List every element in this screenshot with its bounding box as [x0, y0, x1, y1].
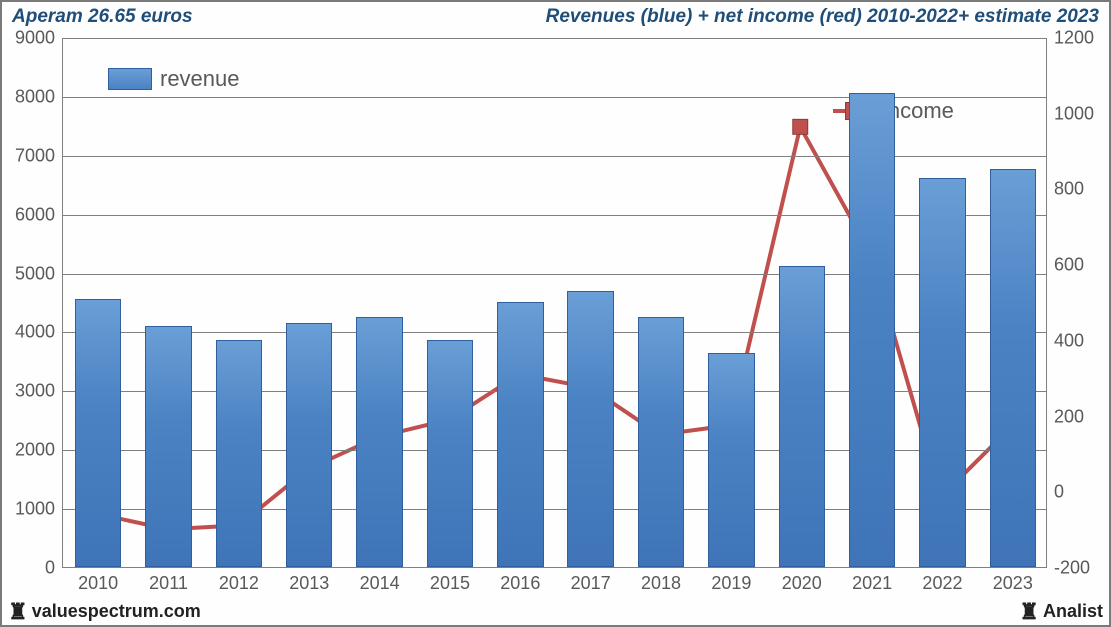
ytick-left: 4000 [15, 322, 55, 343]
revenue-bar [708, 353, 754, 567]
xtick: 2020 [782, 573, 822, 594]
gridline [63, 509, 1046, 510]
rook-icon: ♜ [8, 601, 28, 623]
rook-icon: ♜ [1019, 601, 1039, 623]
ytick-right: 800 [1054, 179, 1084, 200]
footer-left-text: valuespectrum.com [32, 601, 201, 621]
ytick-left: 0 [45, 558, 55, 579]
ytick-left: 1000 [15, 499, 55, 520]
gridline [63, 215, 1046, 216]
footer-right: ♜Analist [1019, 601, 1103, 623]
xtick: 2018 [641, 573, 681, 594]
ytick-right: 200 [1054, 406, 1084, 427]
chart-area: revenue income 0100020003000400050006000… [62, 38, 1047, 568]
plot-area: revenue income 0100020003000400050006000… [62, 38, 1047, 568]
xtick: 2017 [571, 573, 611, 594]
xtick: 2013 [289, 573, 329, 594]
xtick: 2022 [922, 573, 962, 594]
revenue-bar [567, 291, 613, 567]
title-left: Aperam 26.65 euros [12, 6, 193, 28]
xtick: 2019 [711, 573, 751, 594]
ytick-left: 7000 [15, 145, 55, 166]
revenue-bar [849, 93, 895, 567]
xtick: 2011 [149, 573, 188, 594]
revenue-bar [75, 299, 121, 567]
revenue-bar [145, 326, 191, 567]
legend-revenue-label: revenue [160, 66, 240, 92]
revenue-bar [497, 302, 543, 567]
legend-revenue: revenue [108, 66, 240, 92]
xtick: 2010 [78, 573, 118, 594]
revenue-bar [286, 323, 332, 567]
gridline [63, 97, 1046, 98]
ytick-left: 8000 [15, 86, 55, 107]
gridline [63, 38, 1046, 39]
xtick: 2014 [360, 573, 400, 594]
gridline [63, 274, 1046, 275]
xtick: 2023 [993, 573, 1033, 594]
revenue-bar [638, 317, 684, 567]
ytick-right: -200 [1054, 558, 1090, 579]
ytick-left: 9000 [15, 28, 55, 49]
revenue-bar [919, 178, 965, 567]
revenue-bar [779, 266, 825, 568]
ytick-right: 0 [1054, 482, 1064, 503]
title-right: Revenues (blue) + net income (red) 2010-… [546, 6, 1099, 28]
xtick: 2012 [219, 573, 259, 594]
revenue-bar [216, 340, 262, 567]
footer-right-text: Analist [1043, 601, 1103, 621]
xtick: 2015 [430, 573, 470, 594]
chart-header: Aperam 26.65 euros Revenues (blue) + net… [12, 6, 1099, 28]
ytick-left: 2000 [15, 440, 55, 461]
ytick-right: 1200 [1054, 28, 1094, 49]
revenue-bar [990, 169, 1036, 567]
gridline [63, 332, 1046, 333]
gridline [63, 156, 1046, 157]
revenue-bar [356, 317, 402, 567]
chart-container: Aperam 26.65 euros Revenues (blue) + net… [0, 0, 1111, 627]
footer-left: ♜valuespectrum.com [8, 601, 201, 623]
ytick-left: 5000 [15, 263, 55, 284]
ytick-left: 6000 [15, 204, 55, 225]
xtick: 2021 [852, 573, 892, 594]
gridline [63, 450, 1046, 451]
ytick-left: 3000 [15, 381, 55, 402]
ytick-right: 600 [1054, 255, 1084, 276]
income-marker [793, 119, 808, 134]
legend-revenue-swatch [108, 68, 152, 90]
revenue-bar [427, 340, 473, 567]
footer: ♜valuespectrum.com ♜Analist [8, 601, 1103, 623]
xtick: 2016 [500, 573, 540, 594]
ytick-right: 1000 [1054, 103, 1094, 124]
ytick-right: 400 [1054, 330, 1084, 351]
gridline [63, 391, 1046, 392]
